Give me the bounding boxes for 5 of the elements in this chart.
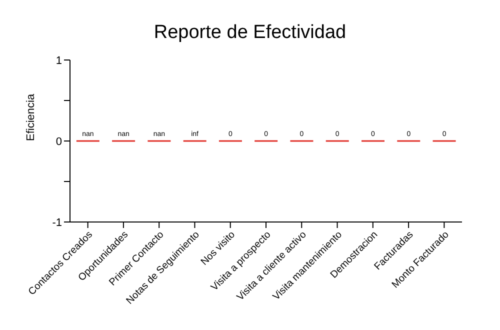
y-axis-title: Eficiencia bbox=[24, 93, 37, 141]
chart-title: Reporte de Efectividad bbox=[152, 22, 348, 45]
y-tick-label: -1 bbox=[52, 216, 62, 229]
y-tick-label: 0 bbox=[56, 136, 62, 148]
y-tick-label: 1 bbox=[56, 54, 62, 67]
